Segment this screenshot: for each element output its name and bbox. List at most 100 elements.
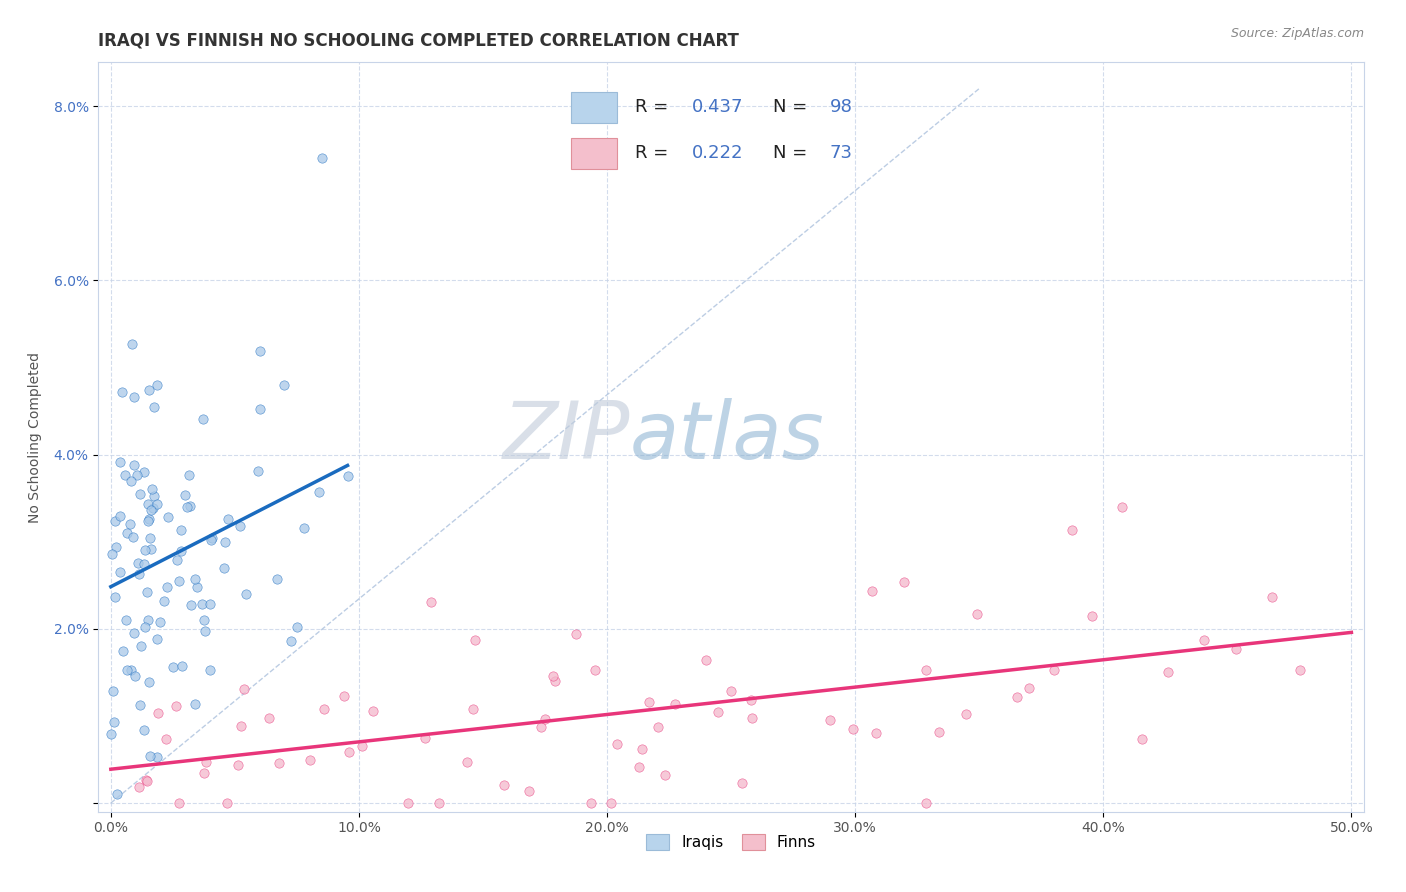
- Point: [249, 343, 271, 358]
- Point: [190, 598, 212, 612]
- Point: [186, 581, 208, 595]
- Point: [100, 727, 122, 741]
- Point: [180, 599, 202, 613]
- Point: [865, 726, 887, 740]
- Point: [246, 465, 269, 479]
- Point: [128, 698, 150, 712]
- Point: [139, 749, 162, 764]
- Point: [193, 412, 215, 426]
- Point: [138, 512, 160, 526]
- Point: [146, 378, 169, 392]
- Point: [427, 796, 450, 810]
- Point: [121, 337, 143, 351]
- Point: [142, 489, 165, 503]
- Point: [104, 541, 127, 555]
- Point: [120, 474, 142, 488]
- Point: [298, 754, 321, 768]
- Point: [229, 519, 252, 533]
- Point: [955, 706, 977, 721]
- Point: [235, 587, 257, 601]
- Point: [104, 514, 127, 528]
- Point: [145, 497, 167, 511]
- Point: [269, 756, 291, 770]
- Point: [132, 466, 155, 480]
- Point: [579, 796, 602, 810]
- Point: [122, 390, 145, 404]
- Point: [707, 705, 730, 719]
- Point: [103, 683, 125, 698]
- Point: [631, 742, 654, 756]
- Point: [606, 737, 628, 751]
- Point: [117, 663, 139, 677]
- Point: [135, 773, 157, 788]
- Point: [141, 482, 163, 496]
- Point: [108, 508, 131, 523]
- Point: [1043, 663, 1066, 677]
- Point: [134, 620, 156, 634]
- Point: [1081, 609, 1104, 624]
- Point: [136, 613, 159, 627]
- Point: [179, 467, 201, 482]
- Point: [217, 511, 239, 525]
- Point: [155, 731, 177, 746]
- Point: [530, 720, 553, 734]
- Point: [138, 674, 160, 689]
- Point: [249, 401, 271, 416]
- Point: [1192, 632, 1215, 647]
- Point: [170, 659, 193, 673]
- Point: [120, 663, 142, 677]
- Point: [1005, 690, 1028, 705]
- Point: [108, 565, 131, 579]
- Point: [169, 523, 191, 537]
- Point: [332, 690, 354, 704]
- Point: [266, 573, 288, 587]
- Point: [166, 553, 188, 567]
- Point: [862, 583, 884, 598]
- Point: [136, 773, 159, 788]
- Point: [125, 467, 148, 482]
- Point: [173, 488, 195, 502]
- Point: [120, 517, 142, 532]
- Point: [114, 613, 136, 627]
- Point: [1060, 523, 1083, 537]
- Point: [415, 731, 437, 745]
- Point: [136, 514, 159, 528]
- Point: [533, 712, 555, 726]
- Point: [1111, 500, 1133, 514]
- Point: [193, 613, 215, 627]
- Point: [740, 693, 762, 707]
- Point: [128, 487, 150, 501]
- Point: [928, 725, 950, 739]
- Text: Source: ZipAtlas.com: Source: ZipAtlas.com: [1230, 27, 1364, 40]
- Point: [565, 627, 588, 641]
- Point: [893, 575, 915, 590]
- Point: [146, 706, 169, 721]
- Point: [122, 626, 145, 640]
- Point: [232, 681, 254, 696]
- Point: [966, 607, 988, 622]
- Point: [363, 704, 385, 718]
- Point: [464, 632, 486, 647]
- Point: [165, 698, 187, 713]
- Point: [914, 796, 936, 810]
- Point: [257, 711, 280, 725]
- Point: [108, 455, 131, 469]
- Point: [741, 710, 763, 724]
- Point: [156, 510, 179, 524]
- Point: [128, 780, 150, 794]
- Point: [285, 620, 308, 634]
- Point: [142, 501, 165, 516]
- Point: [628, 760, 651, 774]
- Point: [292, 520, 315, 534]
- Point: [201, 531, 224, 545]
- Point: [1130, 731, 1153, 746]
- Point: [654, 768, 676, 782]
- Point: [134, 543, 156, 558]
- Point: [664, 697, 686, 711]
- Point: [149, 615, 172, 630]
- Point: [226, 758, 249, 772]
- Legend: Iraqis, Finns: Iraqis, Finns: [640, 828, 823, 856]
- Point: [194, 756, 217, 770]
- Point: [311, 151, 333, 165]
- Point: [143, 400, 166, 414]
